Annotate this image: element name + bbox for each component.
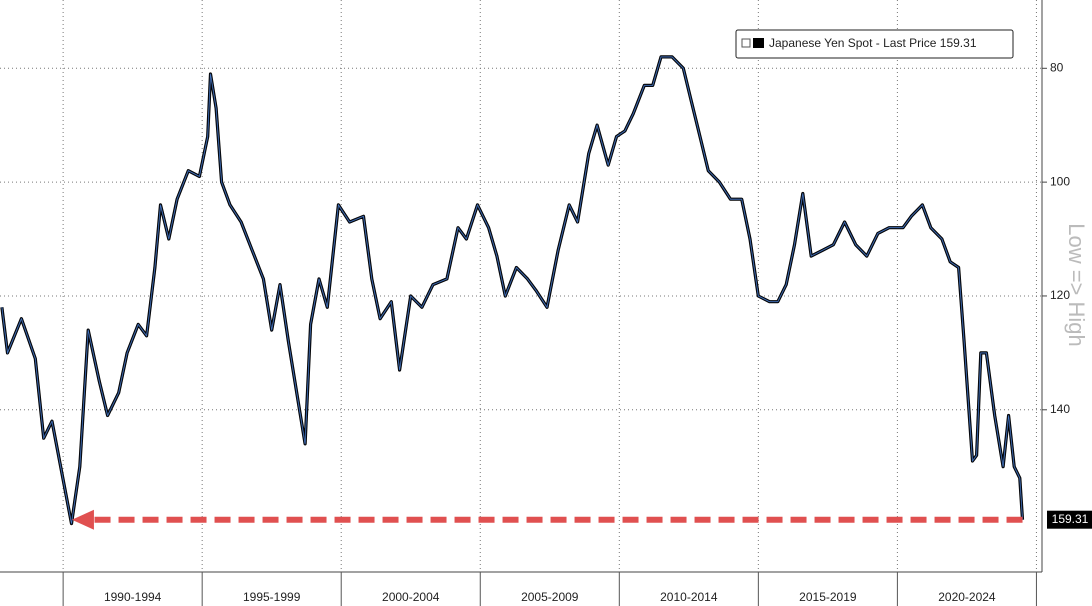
legend-toggle [741, 38, 751, 48]
legend: Japanese Yen Spot - Last Price 159.31 [735, 29, 1014, 59]
plot-area [0, 0, 1042, 572]
y-tick-label: 140 [1050, 402, 1070, 416]
y-tick-label: 80 [1050, 60, 1064, 74]
x-tick-label: 1995-1999 [243, 590, 301, 604]
last-price-box [1047, 510, 1092, 529]
legend-label: Japanese Yen Spot - Last Price 159.31 [769, 36, 977, 50]
x-tick-label: 1990-1994 [104, 590, 162, 604]
y-tick-label: 100 [1050, 174, 1070, 188]
x-tick-label: 2010-2014 [660, 590, 718, 604]
price-line-highlight [1, 56, 1023, 524]
x-tick-label: 2015-2019 [799, 590, 857, 604]
legend-swatch [753, 38, 764, 48]
last-price-arrowhead [71, 509, 94, 530]
axis-annotation: Low => High [1064, 223, 1089, 347]
x-tick-label: 2020-2024 [938, 590, 996, 604]
legend-box [735, 29, 1014, 59]
y-tick-label: 120 [1050, 288, 1070, 302]
x-tick-label: 2000-2004 [382, 590, 440, 604]
last-price-label: 159.31 [1052, 512, 1089, 526]
x-tick-label: 2005-2009 [521, 590, 579, 604]
